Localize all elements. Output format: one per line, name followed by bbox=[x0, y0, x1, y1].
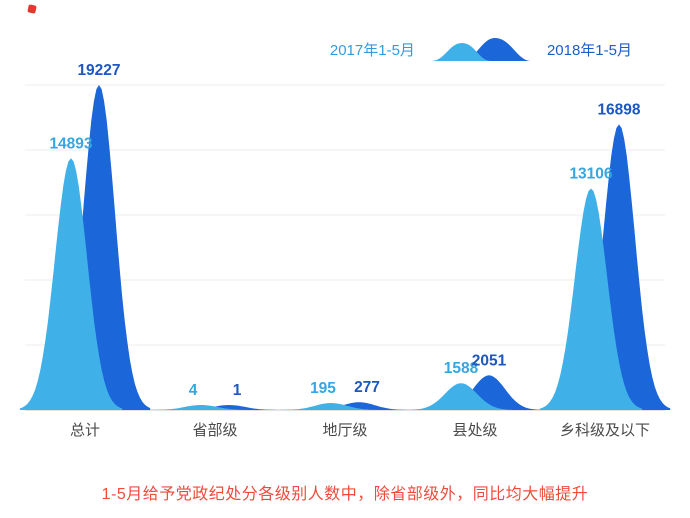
value-label-2017: 13106 bbox=[569, 165, 612, 182]
category-label: 县处级 bbox=[452, 422, 497, 439]
value-label-2017: 195 bbox=[310, 380, 336, 397]
series-2017-peak bbox=[539, 188, 643, 410]
value-label-2018: 19227 bbox=[77, 62, 120, 79]
value-label-2018: 1 bbox=[233, 382, 242, 399]
series-2017-peak bbox=[409, 383, 513, 410]
legend-label-2017: 2017年1-5月 bbox=[329, 41, 415, 59]
value-label-2017: 4 bbox=[189, 382, 198, 399]
category-label: 乡科级及以下 bbox=[560, 422, 650, 439]
legend-label-2018: 2018年1-5月 bbox=[546, 41, 632, 59]
category-label: 省部级 bbox=[192, 422, 237, 439]
chart-caption: 1-5月给予党政纪处分各级别人数中，除省部级外，同比均大幅提升 bbox=[101, 486, 589, 503]
series-2017-peak bbox=[19, 158, 123, 410]
category-label: 总计 bbox=[70, 422, 100, 439]
value-label-2018: 16898 bbox=[597, 101, 640, 118]
legend-swoosh-icon bbox=[430, 38, 531, 61]
chart-legend: 2017年1-5月 2018年1-5月 bbox=[330, 36, 632, 62]
value-label-2018: 2051 bbox=[472, 352, 507, 369]
value-label-2018: 277 bbox=[354, 379, 380, 396]
value-label-2017: 14893 bbox=[49, 135, 92, 152]
series-2017-peak bbox=[279, 403, 383, 410]
value-label-2017: 1588 bbox=[444, 360, 479, 377]
category-label: 地厅级 bbox=[322, 422, 367, 439]
series-2017-peak bbox=[149, 405, 253, 410]
